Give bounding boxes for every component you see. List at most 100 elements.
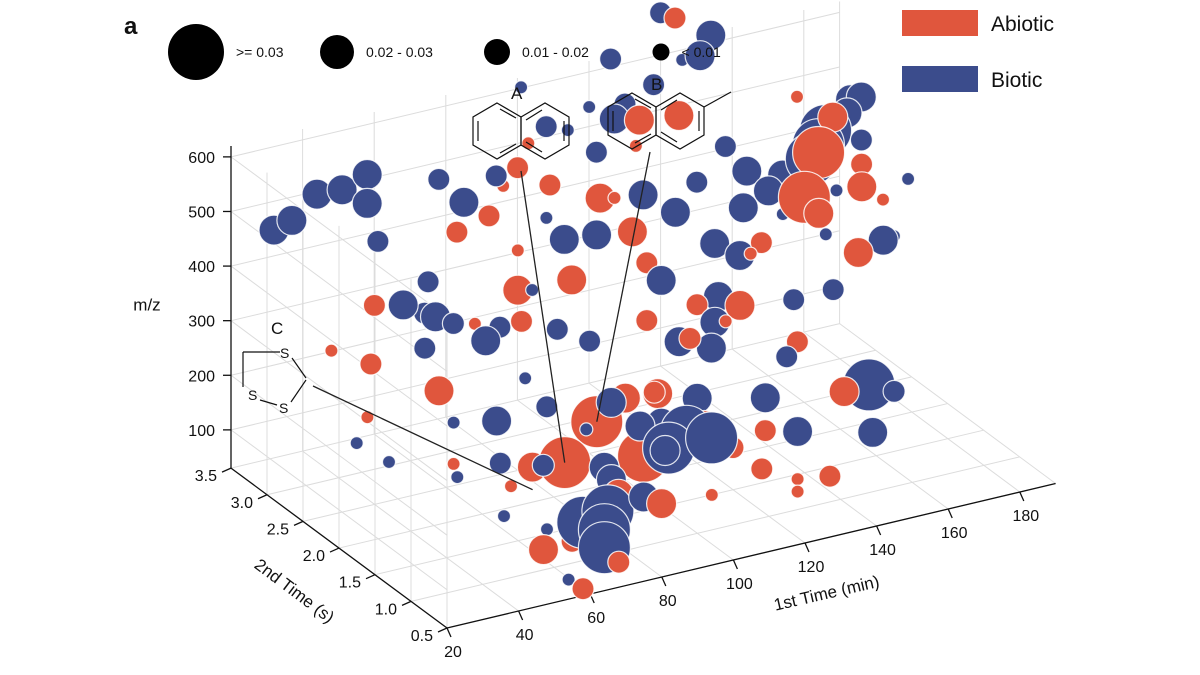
gridline-floor-y — [410, 456, 1020, 602]
bubble-biotic — [518, 371, 533, 386]
bubble-biotic — [366, 229, 390, 253]
bond — [634, 98, 652, 109]
bubble-biotic — [829, 183, 844, 198]
leader-line-c — [312, 385, 533, 491]
bubble-abiotic — [359, 352, 383, 376]
bond — [660, 131, 678, 143]
molecule-a-structure: A — [472, 84, 570, 160]
bubble-biotic — [882, 379, 906, 403]
x-tick-mark — [947, 508, 953, 519]
bubble-biotic — [584, 140, 609, 164]
leader-layer — [312, 151, 651, 491]
y-tick-label: 1.5 — [339, 575, 361, 592]
bubble-biotic — [427, 167, 451, 191]
x-tick-label: 180 — [1012, 508, 1039, 525]
bubble-abiotic — [789, 89, 805, 104]
bubble-abiotic — [842, 236, 874, 269]
bubble-abiotic — [790, 484, 805, 499]
bubble-biotic — [481, 405, 513, 437]
bubble-biotic — [276, 204, 308, 236]
bond — [525, 109, 543, 121]
gridline-left-horizontal — [230, 429, 448, 591]
bubble-abiotic — [527, 533, 560, 566]
bubble-biotic — [539, 522, 555, 537]
bubble-abiotic — [324, 343, 339, 358]
bubble-biotic — [900, 171, 916, 186]
methyl-bond — [703, 91, 732, 108]
x-tick-mark — [876, 525, 882, 536]
x-tick-mark — [446, 627, 452, 638]
size-legend-label: >= 0.03 — [236, 44, 284, 60]
bubble-abiotic — [749, 231, 774, 255]
bubble-abiotic — [704, 487, 719, 502]
bond — [291, 357, 307, 379]
z-tick-label: 600 — [188, 150, 215, 167]
z-axis-title: m/z — [133, 295, 160, 314]
annotation-a-label: A — [511, 84, 523, 103]
bubble-biotic — [749, 382, 781, 414]
bubble-abiotic — [663, 99, 695, 132]
bubble-abiotic — [505, 156, 530, 180]
z-tick-label: 200 — [188, 368, 215, 385]
size-legend-label: < 0.01 — [682, 44, 722, 60]
bubble-biotic — [351, 158, 383, 191]
bubble-abiotic — [362, 293, 386, 317]
bubble-biotic — [545, 317, 569, 341]
y-tick-label: 2.0 — [303, 548, 325, 565]
bubble-biotic — [413, 336, 437, 360]
molecule-b-structure: B — [607, 75, 732, 150]
bubble-biotic — [496, 508, 512, 524]
bubble-biotic — [867, 224, 899, 256]
size-legend-marker — [168, 24, 224, 80]
bubble-abiotic — [607, 190, 622, 205]
bubble-biotic — [781, 415, 814, 448]
bubble-abiotic — [663, 6, 687, 30]
x-tick-mark — [732, 559, 738, 570]
x-tick-mark — [1019, 491, 1025, 502]
gridline-floor-y — [230, 323, 840, 469]
bubble-abiotic — [509, 309, 534, 333]
x-tick-label: 40 — [516, 627, 534, 644]
bubble-biotic — [627, 179, 659, 211]
bubble-abiotic — [685, 293, 709, 317]
bubble-biotic — [857, 416, 889, 448]
bubble-biotic — [446, 415, 461, 430]
bubble-biotic — [684, 411, 739, 465]
molecule-c-structure: C S S S — [242, 319, 307, 416]
bond — [499, 143, 517, 154]
bubble-biotic — [349, 436, 364, 451]
bubble-biotic — [450, 470, 465, 485]
bubble-biotic — [539, 210, 554, 225]
bubble-abiotic — [743, 246, 758, 261]
bubble-abiotic — [724, 289, 756, 321]
bubble-biotic — [580, 219, 613, 251]
bubble-abiotic — [718, 314, 733, 329]
bond — [290, 379, 307, 403]
bubble-abiotic — [642, 380, 666, 404]
bubble-biotic — [525, 282, 540, 298]
annotation-c-label: C — [271, 319, 283, 338]
size-legend-marker — [484, 39, 510, 65]
ring-b2 — [655, 92, 705, 150]
bubble-biotic — [416, 270, 440, 294]
gridline-left-horizontal — [230, 265, 448, 427]
bubble-biotic — [699, 227, 731, 260]
bubble-biotic — [685, 170, 709, 194]
bubble-abiotic — [538, 173, 562, 197]
sulfur-atom: S — [279, 400, 288, 416]
bubble-abiotic — [360, 410, 375, 425]
sulfur-atom: S — [248, 387, 257, 403]
x-axis-line — [446, 482, 1056, 629]
legend-label-biotic: Biotic — [991, 69, 1042, 92]
bubble-biotic — [577, 329, 602, 353]
size-legend-marker — [320, 35, 354, 69]
color-legend: Abiotic Biotic — [902, 10, 1054, 92]
bubble-biotic — [645, 264, 677, 296]
bubble-biotic — [695, 332, 728, 364]
bond — [525, 141, 543, 153]
bubble-abiotic — [790, 472, 805, 487]
bubble-biotic — [713, 134, 738, 159]
bubble-biotic — [535, 395, 559, 419]
size-legend-marker — [652, 43, 670, 61]
bubble-biotic — [381, 454, 397, 470]
